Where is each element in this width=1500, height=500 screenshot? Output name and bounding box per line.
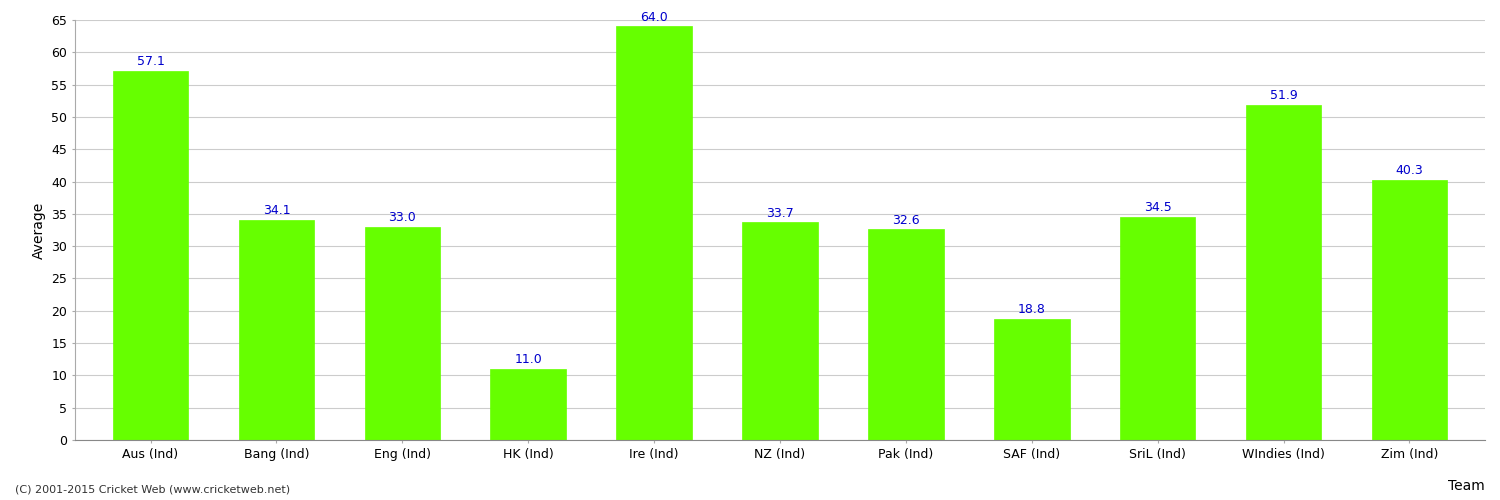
Bar [238, 220, 314, 440]
Text: 33.7: 33.7 [766, 206, 794, 220]
Bar [490, 369, 566, 440]
Text: 11.0: 11.0 [514, 354, 541, 366]
Text: 32.6: 32.6 [892, 214, 920, 227]
Text: 34.1: 34.1 [262, 204, 290, 217]
Bar [1371, 180, 1448, 440]
Bar [364, 227, 440, 440]
Bar [616, 26, 692, 440]
Bar [994, 318, 1070, 440]
Bar [1120, 217, 1196, 440]
Text: 33.0: 33.0 [388, 211, 416, 224]
Bar [112, 71, 189, 440]
Text: 40.3: 40.3 [1395, 164, 1423, 177]
Bar [868, 230, 944, 440]
Y-axis label: Average: Average [32, 202, 46, 258]
Text: Team: Team [1448, 479, 1485, 493]
Text: 64.0: 64.0 [640, 11, 668, 24]
Text: 51.9: 51.9 [1269, 89, 1298, 102]
Bar [1246, 104, 1322, 440]
Text: 34.5: 34.5 [1144, 202, 1172, 214]
Text: 57.1: 57.1 [136, 56, 165, 68]
Text: 18.8: 18.8 [1019, 303, 1046, 316]
Bar [742, 222, 818, 440]
Text: (C) 2001-2015 Cricket Web (www.cricketweb.net): (C) 2001-2015 Cricket Web (www.cricketwe… [15, 485, 290, 495]
